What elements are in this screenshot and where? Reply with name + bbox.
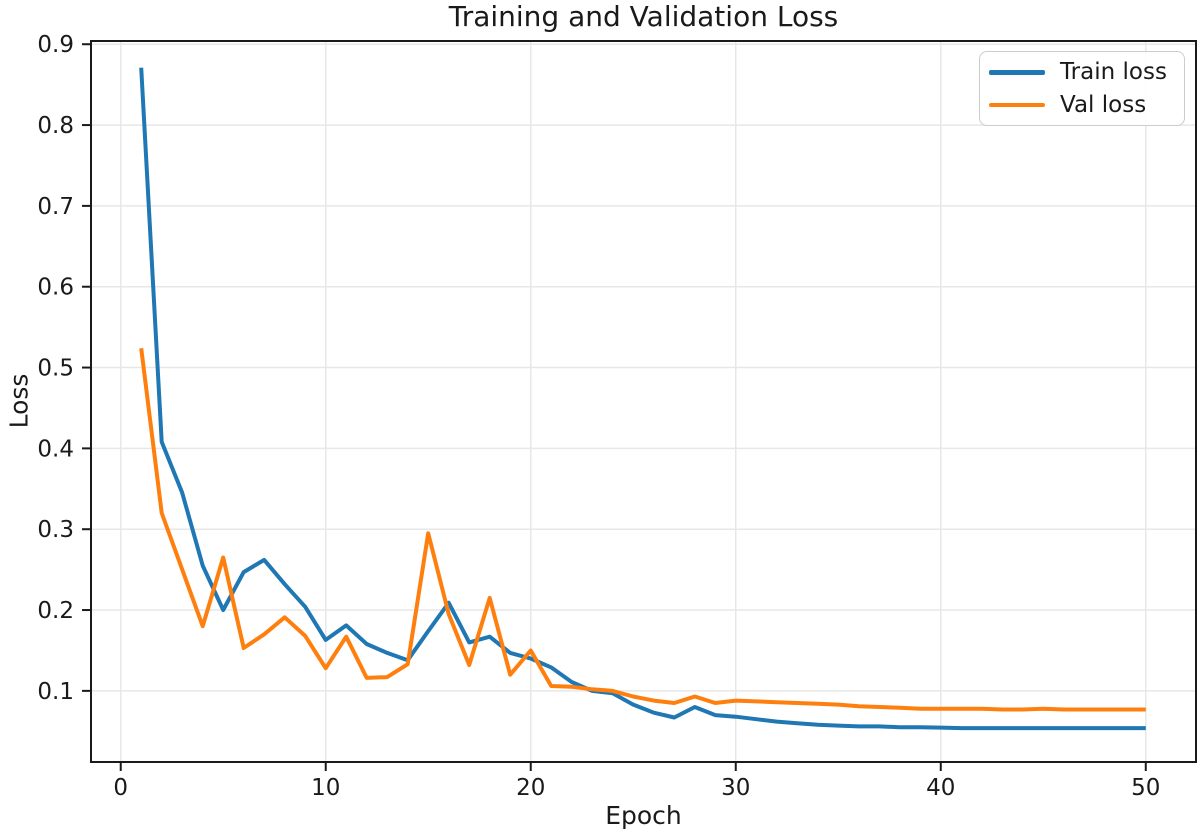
legend: Train loss Val loss [979,51,1185,126]
legend-entry-train: Train loss [989,56,1174,89]
x-tick-label-0: 0 [113,775,128,801]
x-tick-label-40: 40 [926,775,955,801]
x-tick-label-30: 30 [721,775,750,801]
chart-title: Training and Validation Loss [448,0,839,33]
train-loss-line-swatch [989,70,1045,75]
y-tick-label-0.9: 0.9 [37,32,74,58]
legend-label-val: Val loss [1060,91,1147,118]
x-axis-label: Epoch [605,801,682,830]
y-tick-label-0.8: 0.8 [37,113,74,139]
y-tick-label-0.5: 0.5 [37,356,74,382]
axes-spines [90,40,1197,763]
y-tick-label-0.7: 0.7 [37,194,74,220]
val-loss-line-swatch [989,102,1045,107]
y-tick-label-0.4: 0.4 [37,436,74,462]
legend-label-train: Train loss [1060,59,1167,86]
x-tick-label-50: 50 [1131,775,1160,801]
y-tick-label-0.6: 0.6 [37,275,74,301]
x-tick-label-10: 10 [311,775,340,801]
y-tick-label-0.3: 0.3 [37,517,74,543]
y-tick-label-0.1: 0.1 [37,679,74,705]
legend-entry-val: Val loss [989,89,1174,122]
y-axis-label: Loss [4,373,34,429]
train-loss-line [139,67,1146,731]
x-tick-label-20: 20 [516,775,545,801]
val-loss-line [139,347,1146,712]
y-tick-label-0.2: 0.2 [37,598,74,624]
